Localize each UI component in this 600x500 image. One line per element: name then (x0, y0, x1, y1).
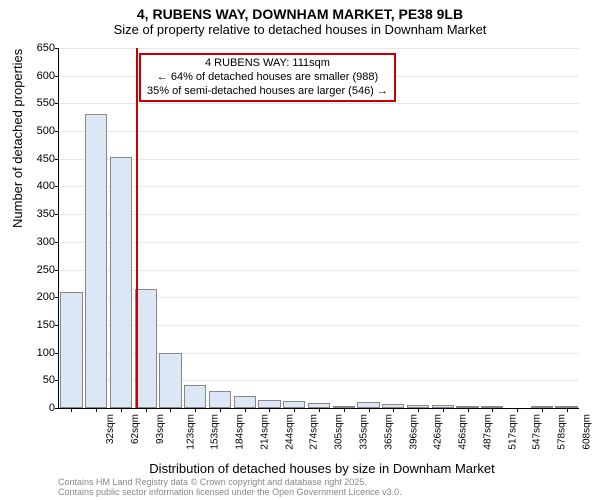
xtick-label: 517sqm (507, 414, 518, 450)
ytick-mark (55, 325, 59, 326)
marker-line (136, 48, 138, 408)
histogram-bar (135, 289, 157, 408)
ytick-mark (55, 270, 59, 271)
histogram-bar (258, 400, 280, 408)
chart-subtitle: Size of property relative to detached ho… (0, 22, 600, 41)
xtick-mark (319, 408, 320, 412)
footer-line2: Contains public sector information licen… (58, 488, 402, 498)
ytick-mark (55, 214, 59, 215)
xtick-label: 426sqm (433, 414, 444, 450)
xtick-label: 184sqm (235, 414, 246, 450)
ytick-mark (55, 103, 59, 104)
xtick-label: 214sqm (260, 414, 271, 450)
chart-container: 4, RUBENS WAY, DOWNHAM MARKET, PE38 9LB … (0, 0, 600, 500)
ytick-mark (55, 380, 59, 381)
xtick-mark (393, 408, 394, 412)
ytick-label: 250 (37, 264, 55, 276)
y-axis-label: Number of detached properties (10, 49, 25, 228)
xtick-mark (195, 408, 196, 412)
ytick-label: 300 (37, 236, 55, 248)
xtick-mark (294, 408, 295, 412)
xtick-label: 608sqm (581, 414, 592, 450)
ytick-label: 550 (37, 97, 55, 109)
ytick-label: 50 (43, 374, 55, 386)
ytick-mark (55, 408, 59, 409)
ytick-label: 100 (37, 347, 55, 359)
xtick-label: 93sqm (155, 414, 166, 444)
xtick-label: 547sqm (532, 414, 543, 450)
ytick-mark (55, 242, 59, 243)
histogram-bar (60, 292, 82, 408)
annotation-box: 4 RUBENS WAY: 111sqm← 64% of detached ho… (139, 53, 396, 102)
xtick-label: 244sqm (284, 414, 295, 450)
ytick-label: 450 (37, 153, 55, 165)
xtick-label: 305sqm (334, 414, 345, 450)
ytick-label: 400 (37, 180, 55, 192)
ytick-label: 200 (37, 291, 55, 303)
xtick-label: 274sqm (309, 414, 320, 450)
xtick-label: 456sqm (458, 414, 469, 450)
xtick-label: 487sqm (482, 414, 493, 450)
ytick-mark (55, 297, 59, 298)
histogram-bar (110, 157, 132, 408)
histogram-bar (283, 401, 305, 408)
xtick-label: 62sqm (130, 414, 141, 444)
xtick-label: 365sqm (383, 414, 394, 450)
ytick-mark (55, 131, 59, 132)
xtick-mark (492, 408, 493, 412)
ytick-label: 500 (37, 125, 55, 137)
histogram-bar (159, 353, 181, 408)
xtick-mark (567, 408, 568, 412)
xtick-mark (96, 408, 97, 412)
xtick-mark (517, 408, 518, 412)
xtick-mark (443, 408, 444, 412)
xtick-label: 153sqm (210, 414, 221, 450)
xtick-mark (245, 408, 246, 412)
xtick-label: 335sqm (359, 414, 370, 450)
xtick-mark (121, 408, 122, 412)
histogram-bar (209, 391, 231, 408)
annotation-line: 4 RUBENS WAY: 111sqm (147, 57, 388, 71)
footer-attribution: Contains HM Land Registry data © Crown c… (58, 478, 402, 498)
ytick-mark (55, 48, 59, 49)
xtick-mark (418, 408, 419, 412)
x-axis-label: Distribution of detached houses by size … (22, 461, 600, 476)
ytick-mark (55, 159, 59, 160)
ytick-label: 0 (49, 402, 55, 414)
histogram-bar (184, 385, 206, 408)
ytick-label: 150 (37, 319, 55, 331)
histogram-bar (85, 114, 107, 408)
ytick-label: 650 (37, 42, 55, 54)
xtick-mark (369, 408, 370, 412)
xtick-mark (542, 408, 543, 412)
xtick-mark (71, 408, 72, 412)
xtick-mark (220, 408, 221, 412)
xtick-label: 123sqm (185, 414, 196, 450)
xtick-mark (146, 408, 147, 412)
xtick-mark (269, 408, 270, 412)
chart-title: 4, RUBENS WAY, DOWNHAM MARKET, PE38 9LB (0, 0, 600, 22)
xtick-label: 396sqm (408, 414, 419, 450)
ytick-mark (55, 76, 59, 77)
annotation-line: 35% of semi-detached houses are larger (… (147, 85, 388, 99)
ytick-mark (55, 186, 59, 187)
xtick-mark (468, 408, 469, 412)
plot-area: 0501001502002503003504004505005506006503… (58, 48, 579, 409)
histogram-bar (234, 396, 256, 408)
ytick-mark (55, 353, 59, 354)
xtick-mark (170, 408, 171, 412)
ytick-label: 350 (37, 208, 55, 220)
xtick-label: 32sqm (105, 414, 116, 444)
annotation-line: ← 64% of detached houses are smaller (98… (147, 71, 388, 85)
xtick-mark (344, 408, 345, 412)
ytick-label: 600 (37, 70, 55, 82)
xtick-label: 578sqm (557, 414, 568, 450)
